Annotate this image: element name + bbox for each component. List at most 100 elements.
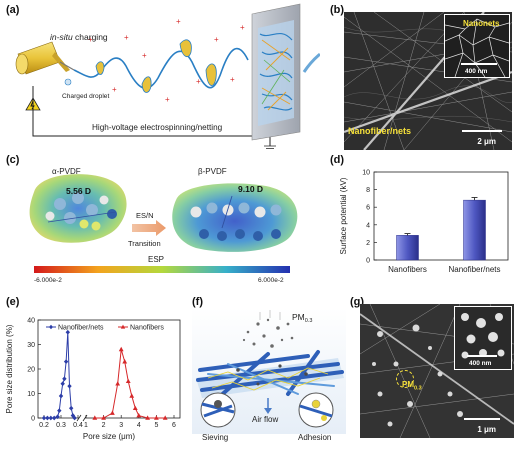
bar-nanofiber-nets bbox=[463, 199, 486, 261]
transition-arrow bbox=[132, 220, 166, 236]
scale-bar bbox=[462, 130, 502, 132]
in-situ-charging-label: in-situ charging bbox=[50, 32, 108, 42]
collector-plate bbox=[251, 3, 301, 141]
data-point bbox=[52, 415, 57, 421]
alpha-atoms bbox=[45, 192, 117, 231]
data-point bbox=[122, 359, 128, 364]
x-axis-label: Pore size (μm) bbox=[83, 432, 136, 441]
svg-text:+: + bbox=[176, 17, 181, 26]
panel-b-label: (b) bbox=[330, 4, 345, 16]
legend-marker bbox=[120, 324, 126, 329]
inset-scale-label: 400 nm bbox=[465, 68, 488, 75]
sem-image-pm-capture: 400 nm PM0.3 1 μm bbox=[360, 304, 514, 438]
captured-particles bbox=[372, 324, 463, 427]
electrospinning-diagram: + + + + + + + + + + Charged droplet in-situ ch… bbox=[15, 3, 320, 149]
y-tick-label: 40 bbox=[27, 318, 35, 325]
y-tick-label: 2 bbox=[366, 240, 370, 247]
surface-potential-chart: 0 2 4 6 8 10 Nanofibers Nanofiber/nets Surface p… bbox=[339, 170, 509, 274]
data-point bbox=[69, 405, 74, 411]
adhesion-label: Adhesion bbox=[298, 433, 331, 442]
svg-text:+: + bbox=[230, 75, 235, 84]
panel-c: (c) bbox=[0, 152, 320, 292]
y-tick-label: 10 bbox=[362, 170, 370, 177]
x-tick-label: 4 bbox=[137, 422, 141, 429]
plot-frame bbox=[37, 319, 181, 419]
process-title: High-voltage electrospinning/netting bbox=[92, 123, 223, 132]
syringe-icon bbox=[15, 41, 75, 75]
data-point bbox=[70, 413, 76, 418]
x-tick-label: 0.3 bbox=[56, 422, 66, 429]
legend-label: Nanofiber/nets bbox=[58, 325, 104, 332]
x-tick-label: 0.2 bbox=[39, 422, 49, 429]
svg-text:+: + bbox=[214, 35, 219, 44]
sem-inset-nanonets: Nanonets 400 nm bbox=[444, 14, 510, 78]
y-axis-label: Pore size distribution (%) bbox=[5, 324, 14, 413]
beta-dipole-label: 9.10 D bbox=[238, 184, 263, 194]
svg-text:+: + bbox=[88, 35, 93, 44]
panel-f-label: (f) bbox=[192, 296, 203, 308]
adhesion-icon bbox=[298, 392, 334, 428]
x-tick-label: 3 bbox=[119, 422, 123, 429]
series-line-2 bbox=[94, 349, 166, 419]
data-point bbox=[92, 415, 98, 420]
data-point bbox=[55, 414, 60, 420]
y-tick-label: 10 bbox=[27, 391, 35, 398]
svg-text:+: + bbox=[196, 77, 201, 86]
esp-molecule-diagram: α-PVDF 5.56 D ES/N Transition β-PVDF 9.1… bbox=[29, 167, 298, 284]
alpha-pvdf-label: α-PVDF bbox=[52, 167, 81, 176]
flow-lines bbox=[259, 310, 281, 320]
esp-label: ESP bbox=[148, 255, 164, 264]
x-category-label: Nanofibers bbox=[388, 265, 427, 274]
pm-particles bbox=[242, 318, 294, 348]
inset-scale-bar bbox=[461, 63, 497, 65]
pm-label: PM0.3 bbox=[402, 380, 422, 392]
data-point bbox=[57, 408, 62, 414]
panel-a: (a) bbox=[0, 0, 320, 150]
esp-colorbar bbox=[34, 266, 290, 273]
panel-e: (e) 0 10 20 30 40 0.2 0.3 0.4 1 2 3 4 5 6 Nanofiber/ne… bbox=[0, 294, 186, 451]
axis-break-gap bbox=[79, 415, 85, 421]
data-point bbox=[60, 381, 65, 387]
data-point bbox=[63, 359, 69, 365]
data-point bbox=[145, 415, 150, 420]
pm-label: PM0.3 bbox=[292, 312, 312, 324]
panel-d: (d) 0 2 4 6 8 10 Nanofibers Nanofiber/nets Surfa… bbox=[326, 152, 516, 292]
svg-text:+: + bbox=[240, 23, 245, 32]
data-point bbox=[101, 415, 106, 420]
sieving-label: Sieving bbox=[202, 433, 228, 442]
y-tick-label: 8 bbox=[366, 187, 370, 194]
scale-label: 2 μm bbox=[477, 137, 496, 146]
y-tick-label: 0 bbox=[366, 258, 370, 265]
data-point bbox=[67, 383, 72, 389]
x-tick-label: 6 bbox=[172, 422, 176, 429]
y-tick-label: 30 bbox=[27, 342, 35, 349]
series-line-1 bbox=[44, 332, 76, 419]
data-point bbox=[154, 415, 159, 420]
svg-text:+: + bbox=[124, 33, 129, 42]
panel-c-label: (c) bbox=[6, 154, 20, 166]
inset-scale-bar bbox=[467, 355, 497, 357]
data-point bbox=[129, 393, 135, 398]
panel-a-label: (a) bbox=[6, 4, 20, 16]
beta-atoms bbox=[190, 202, 282, 241]
arrow-top-label: ES/N bbox=[136, 211, 154, 220]
sem-inset-particles: 400 nm bbox=[454, 306, 512, 370]
y-tick-label: 0 bbox=[31, 416, 35, 423]
y-tick-label: 4 bbox=[366, 222, 370, 229]
x-tick-label: 2 bbox=[102, 422, 106, 429]
data-point bbox=[162, 415, 168, 420]
y-tick-label: 6 bbox=[366, 205, 370, 212]
inset-scale-label: 400 nm bbox=[469, 360, 492, 367]
scale-label: 1 μm bbox=[477, 425, 496, 434]
sem-image-nanofiber-nets: Nanonets 400 nm Nanofiber/nets 2 μm bbox=[344, 12, 512, 150]
x-tick-label: 0.4 bbox=[73, 422, 83, 429]
data-point bbox=[58, 393, 64, 399]
data-point bbox=[62, 376, 67, 382]
esp-max-label: 6.000e-2 bbox=[258, 277, 284, 284]
y-axis-label: Surface potential (kV) bbox=[339, 177, 348, 254]
alpha-dipole-label: 5.56 D bbox=[66, 186, 91, 196]
inset-label-nanonets: Nanonets bbox=[463, 19, 500, 28]
bar-nanofibers bbox=[396, 235, 419, 261]
panel-e-label: (e) bbox=[6, 296, 20, 308]
alpha-pvdf-surface bbox=[29, 174, 127, 243]
